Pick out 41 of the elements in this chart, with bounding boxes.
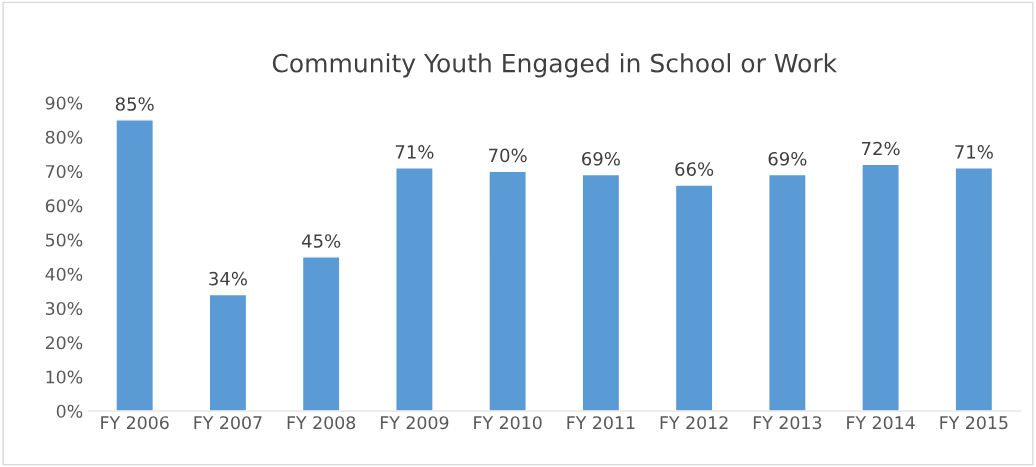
bar — [674, 184, 714, 411]
bar — [954, 167, 994, 411]
y-tick-label: 10% — [46, 370, 83, 384]
y-tick-label: 0% — [56, 404, 83, 418]
data-label: 71% — [395, 145, 434, 159]
data-label: 66% — [675, 162, 714, 176]
x-tick-label: FY 2008 — [287, 416, 356, 430]
x-tick-label: FY 2012 — [660, 416, 728, 430]
data-label: 45% — [301, 234, 341, 248]
x-tick-label: FY 2014 — [847, 416, 915, 430]
bar — [208, 293, 248, 411]
data-label: 71% — [955, 145, 993, 159]
x-tick-label: FY 2015 — [940, 416, 1008, 430]
y-tick-label: 90% — [45, 96, 83, 110]
bar — [395, 167, 434, 411]
bar — [768, 173, 807, 411]
x-tick-label: FY 2010 — [474, 416, 542, 430]
data-label: 69% — [768, 151, 807, 166]
x-tick-label: FY 2009 — [380, 416, 449, 430]
y-tick-label: 60% — [45, 199, 83, 213]
x-tick-label: FY 2006 — [101, 416, 169, 430]
y-tick-label: 40% — [45, 267, 83, 281]
y-tick-label: 80% — [45, 130, 83, 144]
y-tick-label: 20% — [45, 336, 83, 350]
bar — [488, 170, 527, 411]
y-tick-label: 30% — [45, 301, 83, 316]
bar — [581, 173, 621, 411]
x-tick-label: FY 2011 — [567, 416, 635, 430]
bar — [301, 256, 341, 411]
x-tick-label: FY 2013 — [753, 416, 822, 430]
data-label: 69% — [582, 151, 620, 166]
chart-title: Community Youth Engaged in School or Work — [272, 53, 838, 78]
data-label: 70% — [489, 148, 527, 163]
bar — [861, 163, 900, 411]
x-tick-label: FY 2007 — [194, 416, 262, 430]
y-tick-label: 50% — [45, 233, 83, 247]
bar — [115, 119, 155, 411]
data-label: 72% — [862, 141, 900, 156]
data-label: 34% — [209, 271, 247, 286]
data-label: 85% — [115, 97, 154, 111]
y-tick-label: 70% — [46, 164, 83, 179]
